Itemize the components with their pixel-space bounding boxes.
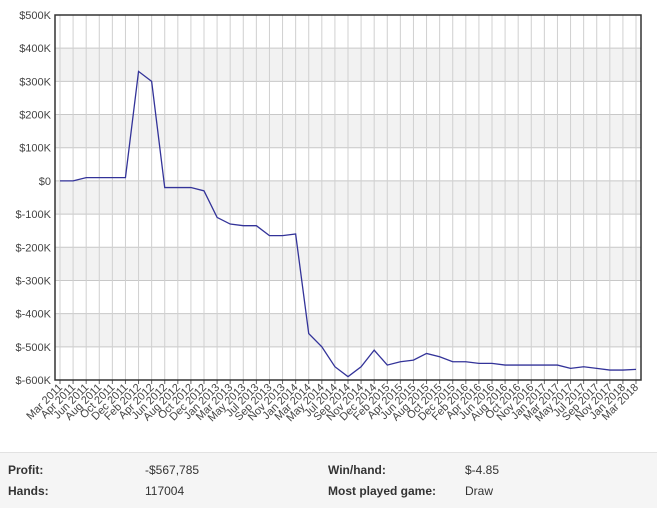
y-tick-label: $100K	[19, 143, 51, 155]
y-tick-label: $0	[39, 176, 51, 188]
stat-label: Most played game:	[328, 484, 437, 498]
stat-value: Draw	[465, 484, 494, 498]
stat-label: Hands:	[8, 484, 49, 498]
stat-value: $-4.85	[465, 463, 500, 477]
stat-value: 117004	[145, 484, 185, 498]
stat-label: Profit:	[8, 463, 44, 477]
y-tick-label: $-600K	[16, 375, 52, 387]
chart: $-600K $-500K $-400K $-300K $-200K $-100K $0 $1…	[16, 10, 642, 424]
plot-frame	[54, 14, 642, 381]
y-tick-label: $-400K	[16, 309, 52, 321]
y-tick-label: $-500K	[16, 342, 52, 354]
y-tick-label: $400K	[19, 43, 51, 55]
y-tick-label: $200K	[19, 110, 51, 122]
y-tick-label: $300K	[19, 76, 51, 88]
y-tick-label: $-100K	[16, 209, 52, 221]
stats-panel: Profit: -$567,785 Win/hand: $-4.85 Hands: 117…	[0, 452, 657, 508]
y-tick-label: $500K	[19, 10, 51, 22]
profit-line	[60, 70, 637, 378]
y-tick-label: $-300K	[16, 275, 52, 287]
stat-label: Win/hand:	[328, 463, 386, 477]
stat-value: -$567,785	[145, 463, 200, 477]
y-tick-label: $-200K	[16, 242, 52, 254]
